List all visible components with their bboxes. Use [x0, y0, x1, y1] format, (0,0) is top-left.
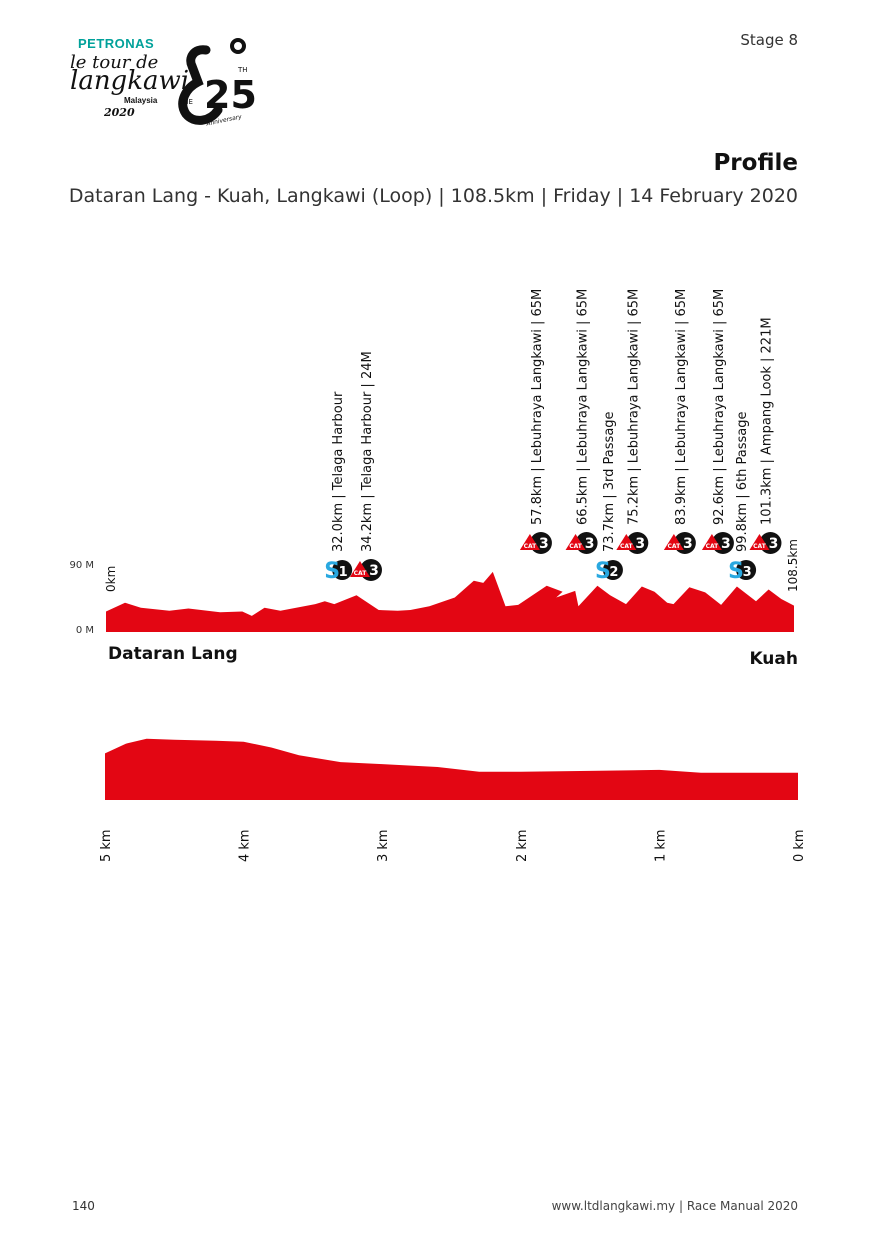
page-title: Profile: [713, 150, 798, 176]
climb-marker: CAT 3 57.8km | Lebuhraya Langkawi | 65M: [519, 289, 552, 554]
climb-badge-number: 3: [635, 536, 645, 552]
ltdl-logo-year: 2020: [104, 106, 135, 119]
climb-label: 75.2km | Lebuhraya Langkawi | 65M: [626, 289, 641, 525]
sprint-badge-circle: [602, 560, 623, 580]
sprint-marker: S3 99.8km | 6th Passage: [728, 411, 757, 584]
climb-label: 101.3km | Ampang Look | 221M: [759, 317, 774, 525]
climb-marker: CAT 3 92.6km | Lebuhraya Langkawi | 65M: [701, 289, 734, 554]
sprint-label: 73.7km | 3rd Passage: [602, 411, 617, 552]
climb-badge-cat: CAT: [569, 543, 583, 550]
sprint-badge-letter: S: [324, 559, 340, 584]
stage-elevation-area: [106, 571, 794, 632]
page-number: 140: [72, 1199, 95, 1213]
climb-badge-cat: CAT: [524, 543, 538, 550]
sprint-label: 99.8km | 6th Passage: [735, 411, 750, 552]
anniversary-th: TH: [237, 66, 248, 74]
climb-label: 92.6km | Lebuhraya Langkawi | 65M: [712, 289, 727, 525]
climb-badge-cat: CAT: [668, 543, 682, 550]
end-km-label: 108.5km: [786, 539, 800, 592]
finish-x-tick-label: 1 km: [653, 829, 668, 862]
climb-badge-triangle: [349, 561, 370, 577]
anniversary-the: THE: [178, 98, 193, 106]
climb-badge-cat: CAT: [753, 543, 767, 550]
sprint-marker: S1 32.0km | Telaga Harbour: [324, 391, 353, 584]
finish-profile-chart: 5 km 4 km 3 km 2 km 1 km 0 km: [99, 738, 807, 862]
sprint-badge-letter: S: [728, 559, 744, 584]
finish-x-tick-label: 0 km: [792, 829, 807, 862]
footer-site: www.ltdlangkawi.my | Race Manual 2020: [551, 1199, 798, 1213]
anniversary-number: 25: [204, 73, 256, 117]
climb-badge-number: 3: [769, 536, 779, 552]
finish-elevation-area: [105, 738, 798, 800]
y-axis-top-label: 90 M: [69, 560, 94, 571]
finish-x-tick-label: 5 km: [99, 829, 114, 862]
sprint-marker: S2 73.7km | 3rd Passage: [595, 411, 623, 584]
climb-marker: CAT 3 66.5km | Lebuhraya Langkawi | 65M: [565, 289, 598, 554]
sprint-badge-number: 1: [339, 565, 348, 580]
sprint-badge-letter: S: [595, 559, 611, 584]
climb-label: 83.9km | Lebuhraya Langkawi | 65M: [674, 289, 689, 525]
climb-marker: CAT 3 83.9km | Lebuhraya Langkawi | 65M: [663, 289, 696, 554]
climb-badge-triangle: [519, 534, 540, 550]
climb-badge-triangle: [616, 534, 637, 550]
stage-label: Stage 8: [740, 31, 798, 49]
page-subtitle: Dataran Lang - Kuah, Langkawi (Loop) | 1…: [68, 185, 798, 207]
sprint-badge-circle: [332, 560, 353, 580]
start-location: Dataran Lang: [108, 644, 238, 664]
anniversary-logo: 25 THE TH Anniversary: [178, 38, 256, 126]
sprint-badge-number: 2: [609, 565, 618, 580]
ltdl-logo-line1: le tour de: [70, 52, 159, 73]
climb-badge-number: 3: [539, 536, 549, 552]
climb-badge-triangle: [565, 534, 586, 550]
climb-badge-triangle: [701, 534, 722, 550]
climb-badge-cat: CAT: [706, 543, 720, 550]
climb-badge-triangle: [663, 534, 684, 550]
start-km-label: 0km: [104, 566, 118, 592]
finish-x-tick-label: 3 km: [376, 829, 391, 862]
ltdl-logo-country: Malaysia: [124, 96, 158, 105]
climb-marker: CAT 3 75.2km | Lebuhraya Langkawi | 65M: [616, 289, 649, 554]
finish-x-tick-label: 2 km: [515, 829, 530, 862]
climb-badge-number: 3: [683, 536, 693, 552]
climb-label: 34.2km | Telaga Harbour | 24M: [360, 351, 375, 552]
climb-marker: CAT 3 101.3km | Ampang Look | 221M: [749, 317, 782, 554]
finish-x-tick-label: 4 km: [238, 829, 253, 862]
climb-label: 57.8km | Lebuhraya Langkawi | 65M: [530, 289, 545, 525]
climb-badge-number: 3: [369, 563, 379, 579]
finish-location: Kuah: [749, 649, 798, 669]
sprint-label: 32.0km | Telaga Harbour: [331, 391, 346, 552]
y-axis-bottom-label: 0 M: [76, 625, 94, 636]
sprint-badge-circle: [736, 560, 757, 580]
petronas-logo: PETRONAS: [78, 36, 155, 51]
climb-label: 66.5km | Lebuhraya Langkawi | 65M: [576, 289, 591, 525]
climb-badge-cat: CAT: [354, 570, 368, 577]
climb-badge-triangle: [749, 534, 770, 550]
climb-marker: CAT 3 34.2km | Telaga Harbour | 24M: [349, 351, 382, 581]
ltdl-logo: le tour de langkawi: [70, 52, 190, 96]
sprint-badge-number: 3: [743, 565, 752, 580]
ltdl-logo-line2: langkawi: [70, 66, 190, 96]
climb-badge-number: 3: [585, 536, 595, 552]
climb-badge-cat: CAT: [620, 543, 634, 550]
climb-badge-number: 3: [721, 536, 731, 552]
